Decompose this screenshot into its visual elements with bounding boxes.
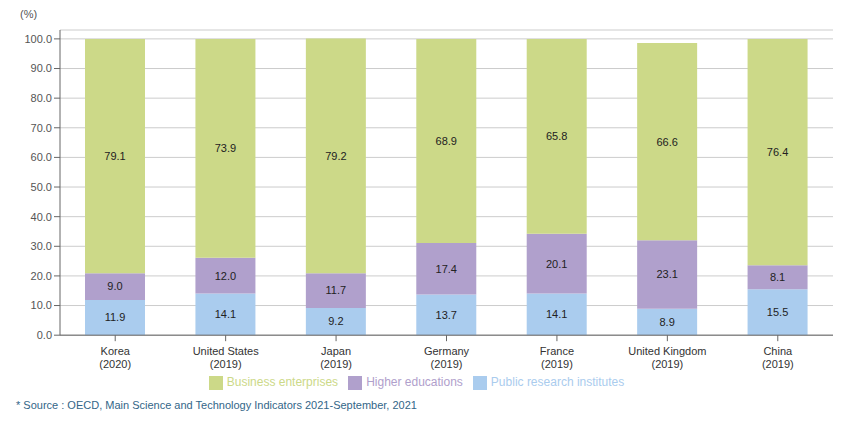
html-text:Higher educations: Higher educations bbox=[366, 375, 463, 390]
svg-text:100.0: 100.0 bbox=[24, 33, 52, 45]
svg-text:79.2: 79.2 bbox=[325, 150, 346, 162]
svg-text:0.0: 0.0 bbox=[37, 329, 52, 341]
svg-text:8.9: 8.9 bbox=[659, 316, 674, 328]
svg-text:20.1: 20.1 bbox=[546, 258, 567, 270]
svg-text:12.0: 12.0 bbox=[215, 270, 236, 282]
svg-text:10.0: 10.0 bbox=[31, 299, 52, 311]
svg-text:80.0: 80.0 bbox=[31, 92, 52, 104]
html-text:Business enterprises: Business enterprises bbox=[226, 375, 339, 390]
svg-text:9.0: 9.0 bbox=[107, 280, 122, 292]
svg-text:9.2: 9.2 bbox=[328, 315, 343, 327]
svg-text:14.1: 14.1 bbox=[546, 308, 567, 320]
svg-text:76.4: 76.4 bbox=[767, 146, 788, 158]
svg-text:11.9: 11.9 bbox=[105, 311, 126, 323]
svg-text:8.1: 8.1 bbox=[770, 271, 785, 283]
svg-text:65.8: 65.8 bbox=[546, 130, 567, 142]
svg-text:11.7: 11.7 bbox=[326, 284, 347, 296]
svg-text:66.6: 66.6 bbox=[656, 136, 677, 148]
svg-text:United States(2019): United States(2019) bbox=[193, 345, 260, 370]
svg-text:40.0: 40.0 bbox=[31, 211, 52, 223]
html-text:Public research institutes: Public research institutes bbox=[490, 375, 625, 390]
svg-text:90.0: 90.0 bbox=[31, 62, 52, 74]
svg-text:15.5: 15.5 bbox=[767, 306, 788, 318]
svg-text:50.0: 50.0 bbox=[31, 181, 52, 193]
svg-text:China(2019): China(2019) bbox=[762, 345, 794, 370]
svg-text:13.7: 13.7 bbox=[436, 309, 457, 321]
svg-text:United Kingdom(2019): United Kingdom(2019) bbox=[628, 345, 706, 370]
svg-text:20.0: 20.0 bbox=[31, 270, 52, 282]
svg-text:73.9: 73.9 bbox=[215, 142, 236, 154]
svg-text:30.0: 30.0 bbox=[31, 240, 52, 252]
svg-text:17.4: 17.4 bbox=[436, 263, 457, 275]
html-text:* Source : OECD, Main Science: * Source : OECD, Main Science and Techno… bbox=[16, 399, 417, 411]
svg-text:68.9: 68.9 bbox=[436, 135, 457, 147]
svg-text:14.1: 14.1 bbox=[215, 308, 236, 320]
svg-text:France(2019): France(2019) bbox=[540, 345, 574, 370]
svg-text:Korea(2020): Korea(2020) bbox=[99, 345, 131, 370]
svg-text:79.1: 79.1 bbox=[104, 150, 125, 162]
svg-text:Japan(2019): Japan(2019) bbox=[320, 345, 352, 370]
svg-text:Germany(2019): Germany(2019) bbox=[424, 345, 470, 370]
svg-text:70.0: 70.0 bbox=[31, 122, 52, 134]
svg-text:60.0: 60.0 bbox=[31, 151, 52, 163]
svg-text:23.1: 23.1 bbox=[656, 268, 677, 280]
